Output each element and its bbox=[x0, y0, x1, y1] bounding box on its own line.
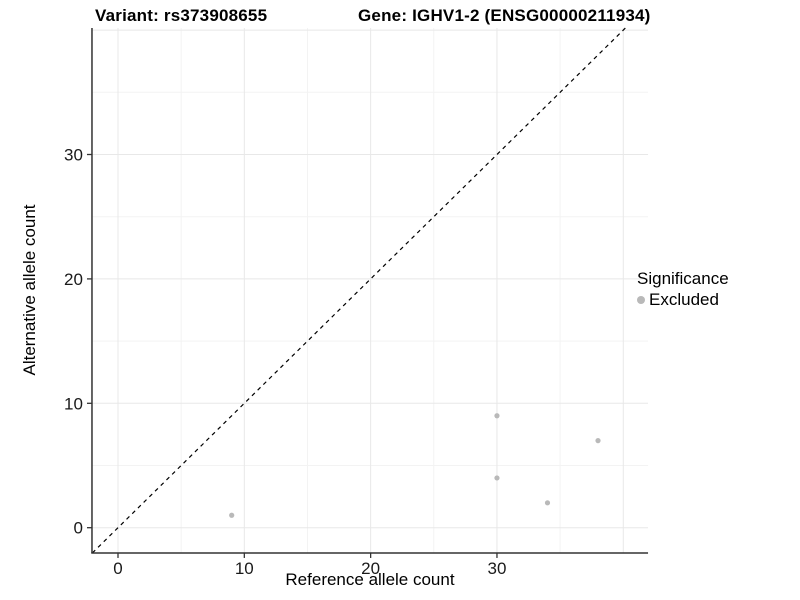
x-tick-label: 30 bbox=[487, 559, 506, 578]
legend-title: Significance bbox=[637, 269, 729, 288]
data-point bbox=[229, 512, 235, 518]
data-point bbox=[595, 438, 601, 444]
axis-ticks: 0 10 20 30 0 10 20 30 bbox=[64, 146, 506, 578]
gene-title: Gene: IGHV1-2 (ENSG00000211934) bbox=[358, 6, 651, 25]
legend-item-label: Excluded bbox=[649, 290, 719, 309]
y-axis-title: Alternative allele count bbox=[20, 204, 39, 376]
y-tick-label: 30 bbox=[64, 146, 83, 165]
variant-title: Variant: rs373908655 bbox=[95, 6, 268, 25]
x-axis-title: Reference allele count bbox=[285, 570, 455, 589]
x-tick-label: 10 bbox=[235, 559, 254, 578]
data-point bbox=[494, 475, 500, 481]
excluded-point-icon bbox=[637, 296, 645, 304]
data-points bbox=[229, 413, 601, 518]
legend-item-excluded: Excluded bbox=[637, 290, 729, 310]
data-point bbox=[494, 413, 500, 419]
grid-minor bbox=[91, 27, 649, 553]
y-tick-label: 0 bbox=[74, 519, 83, 538]
identity-dashed-line bbox=[91, 27, 626, 554]
legend: Significance Excluded bbox=[637, 268, 729, 310]
x-tick-label: 0 bbox=[113, 559, 122, 578]
y-tick-label: 10 bbox=[64, 394, 83, 413]
data-point bbox=[544, 500, 551, 506]
x-tick-label: 20 bbox=[361, 559, 380, 578]
y-tick-label: 20 bbox=[64, 270, 83, 289]
grid-major bbox=[91, 27, 649, 553]
